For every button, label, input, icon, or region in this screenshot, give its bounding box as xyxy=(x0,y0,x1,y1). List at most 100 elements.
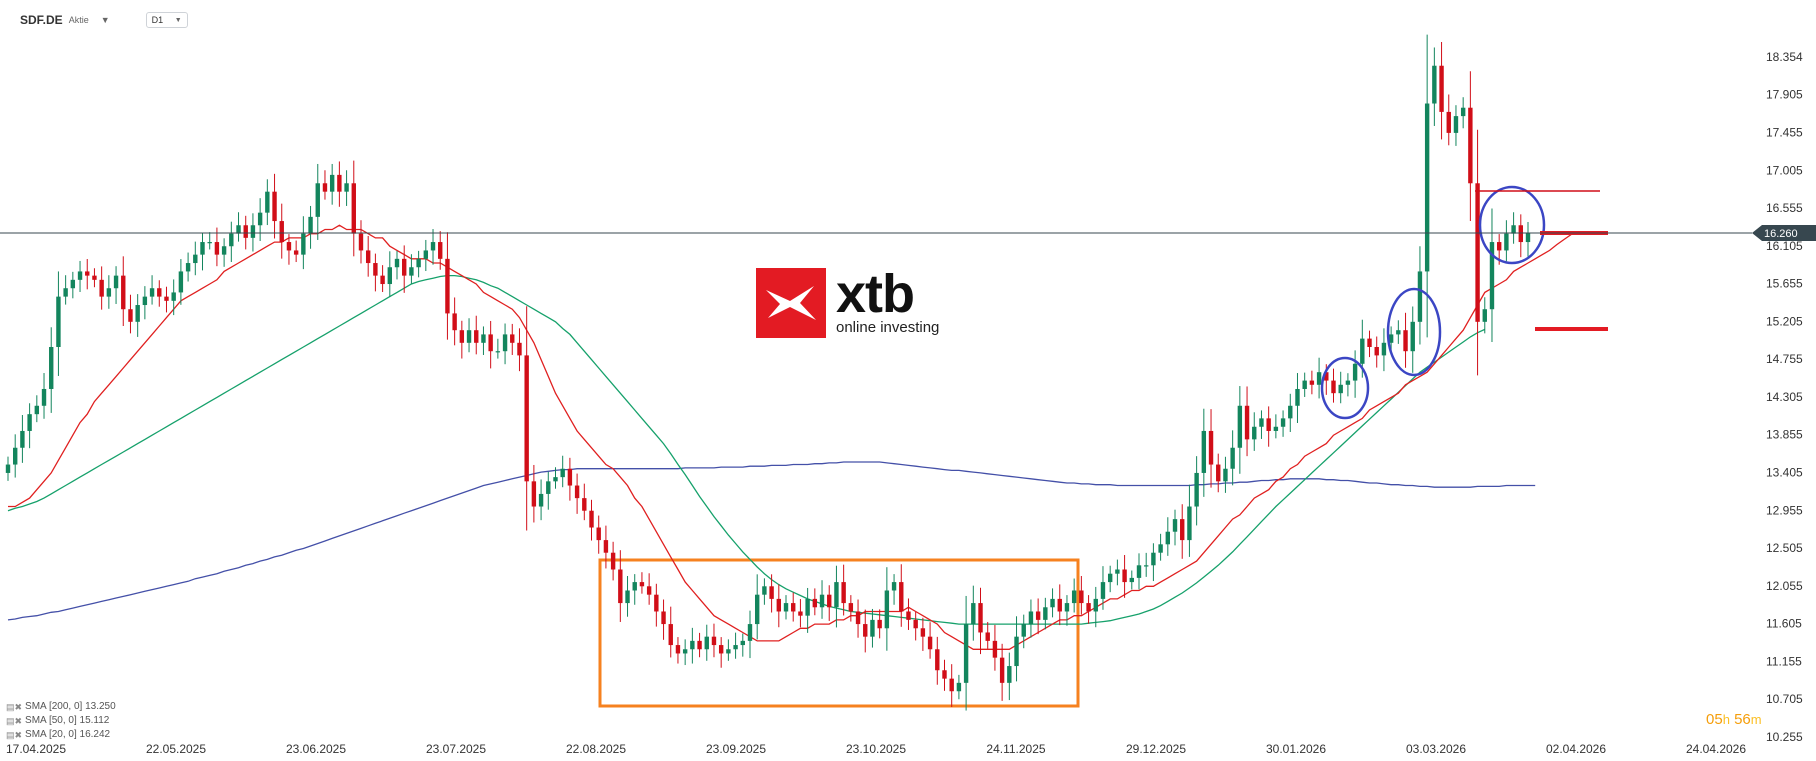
countdown-minutes: 56 xyxy=(1734,711,1751,728)
legend-sma50[interactable]: ▤✖ SMA [50, 0] 15.112 xyxy=(6,714,116,728)
timeframe-select[interactable]: D1 ▼ xyxy=(145,12,188,28)
candle xyxy=(1345,373,1351,397)
candle xyxy=(293,240,299,263)
candle xyxy=(1388,326,1394,351)
candle xyxy=(49,327,54,413)
candle xyxy=(805,587,810,633)
legend-sma200[interactable]: ▤✖ SMA [200, 0] 13.250 xyxy=(6,700,116,714)
candle xyxy=(315,163,320,240)
candle xyxy=(1252,412,1257,451)
x-tick-label: 24.11.2025 xyxy=(986,742,1045,756)
legend-sma20[interactable]: ▤✖ SMA [20, 0] 16.242 xyxy=(6,728,116,742)
candle xyxy=(1028,599,1034,638)
logo-name: xtb xyxy=(836,264,915,324)
candle xyxy=(704,624,709,661)
candle xyxy=(99,266,104,310)
candle xyxy=(221,238,227,267)
candle xyxy=(423,239,429,272)
y-tick-label: 18.354 xyxy=(1766,50,1803,64)
sma50-line xyxy=(7,274,1486,625)
candle xyxy=(1302,372,1307,397)
logo-tagline: online investing xyxy=(836,319,940,336)
candle xyxy=(661,599,666,640)
timeframe-value: D1 xyxy=(151,15,164,25)
current-price-label: 16.260 xyxy=(1764,228,1798,240)
candle xyxy=(1504,220,1509,262)
candle xyxy=(365,235,371,277)
candle xyxy=(697,632,702,658)
candle xyxy=(776,584,782,628)
legend-label: SMA [50, 0] 15.112 xyxy=(25,715,110,726)
candle xyxy=(1007,652,1012,701)
legend-label: SMA [200, 0] 13.250 xyxy=(25,701,116,712)
countdown-hours: 05 xyxy=(1706,711,1723,728)
candle xyxy=(322,170,328,200)
candle xyxy=(582,483,587,521)
y-tick-label: 13.855 xyxy=(1766,428,1803,442)
candle xyxy=(452,297,457,346)
candle xyxy=(279,203,284,259)
candle xyxy=(128,294,133,334)
candle xyxy=(848,595,854,622)
candle xyxy=(301,216,306,270)
y-tick-label: 16.555 xyxy=(1766,201,1803,215)
candle xyxy=(927,622,933,659)
y-tick-label: 12.505 xyxy=(1766,541,1803,555)
candle xyxy=(1482,297,1487,334)
candle xyxy=(502,323,508,365)
indicator-settings-icon[interactable]: ▤✖ xyxy=(6,702,23,712)
candle xyxy=(380,265,385,293)
candle xyxy=(308,205,313,249)
sma20-line xyxy=(8,224,1572,650)
candle xyxy=(92,268,97,288)
indicator-legend: ▤✖ SMA [200, 0] 13.250 ▤✖ SMA [50, 0] 15… xyxy=(6,700,116,742)
y-axis: 18.354 17.905 17.455 17.005 16.555 16.105 15.6… xyxy=(1766,50,1803,744)
candle xyxy=(654,583,659,627)
y-tick-label: 14.305 xyxy=(1766,390,1803,404)
candle xyxy=(394,250,400,280)
candle xyxy=(1071,578,1077,613)
candle xyxy=(769,574,774,613)
candle xyxy=(193,241,198,276)
indicator-settings-icon[interactable]: ▤✖ xyxy=(6,716,23,726)
candle xyxy=(798,599,803,628)
x-tick-label: 23.10.2025 xyxy=(846,742,906,756)
candle xyxy=(387,251,393,298)
candle xyxy=(445,232,450,340)
candle xyxy=(863,609,868,653)
candle xyxy=(812,588,818,616)
candle xyxy=(596,515,601,554)
candle xyxy=(963,595,969,711)
candle xyxy=(1331,368,1336,403)
symbol-dropdown-icon[interactable]: ▼ xyxy=(100,15,110,25)
candle xyxy=(1432,47,1437,126)
candle xyxy=(229,221,234,262)
candle xyxy=(358,220,364,264)
candle xyxy=(646,573,652,605)
candle xyxy=(481,326,486,355)
y-tick-label: 17.905 xyxy=(1766,88,1803,102)
x-tick-label: 22.05.2025 xyxy=(146,742,206,756)
candle xyxy=(236,212,241,242)
candle xyxy=(718,637,724,668)
highlight-circle-3 xyxy=(1478,185,1546,265)
candle xyxy=(402,245,407,293)
candle xyxy=(546,471,551,510)
y-tick-label: 12.055 xyxy=(1766,579,1803,593)
candle xyxy=(135,294,140,337)
symbol-label[interactable]: SDF.DE xyxy=(20,13,63,27)
candle xyxy=(466,318,472,353)
candle xyxy=(1136,553,1142,590)
candle xyxy=(1129,570,1134,590)
candle xyxy=(1468,71,1473,222)
candle xyxy=(1273,414,1279,439)
candle xyxy=(740,633,745,657)
candle xyxy=(574,473,580,514)
candle xyxy=(1446,94,1451,146)
candle xyxy=(250,213,256,252)
indicator-settings-icon[interactable]: ▤✖ xyxy=(6,730,23,740)
candle xyxy=(1525,222,1531,257)
candle xyxy=(41,373,47,419)
y-tick-label: 17.005 xyxy=(1766,163,1803,177)
